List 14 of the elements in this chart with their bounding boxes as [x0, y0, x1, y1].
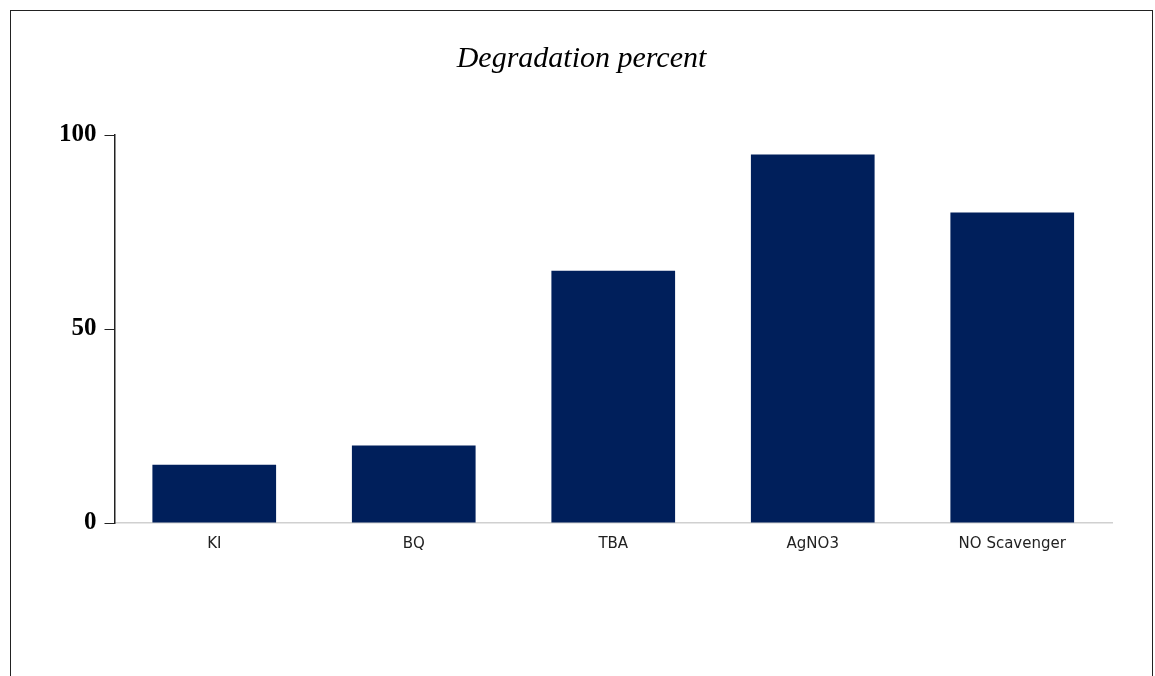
y-tick-label: 0	[84, 507, 97, 535]
bar	[950, 212, 1075, 523]
x-tick-label: TBA	[597, 533, 629, 552]
x-tick-label: KI	[207, 533, 222, 552]
bar	[551, 270, 676, 523]
bar	[351, 445, 476, 523]
chart-title: Degradation percent	[455, 39, 707, 73]
x-tick-label: NO Scavenger	[958, 533, 1067, 552]
x-tick-label: AgNO3	[786, 533, 839, 552]
bar	[750, 154, 875, 523]
y-tick-label: 100	[59, 119, 97, 147]
bar	[152, 464, 277, 523]
y-tick-label: 50	[71, 313, 97, 341]
x-tick-label: BQ	[402, 533, 425, 552]
